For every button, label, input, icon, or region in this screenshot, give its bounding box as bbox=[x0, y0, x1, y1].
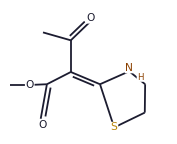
Text: H: H bbox=[137, 73, 143, 82]
Text: O: O bbox=[86, 13, 95, 23]
Text: S: S bbox=[111, 122, 118, 132]
Text: N: N bbox=[125, 63, 133, 73]
Text: O: O bbox=[38, 120, 47, 130]
Text: O: O bbox=[25, 80, 34, 90]
